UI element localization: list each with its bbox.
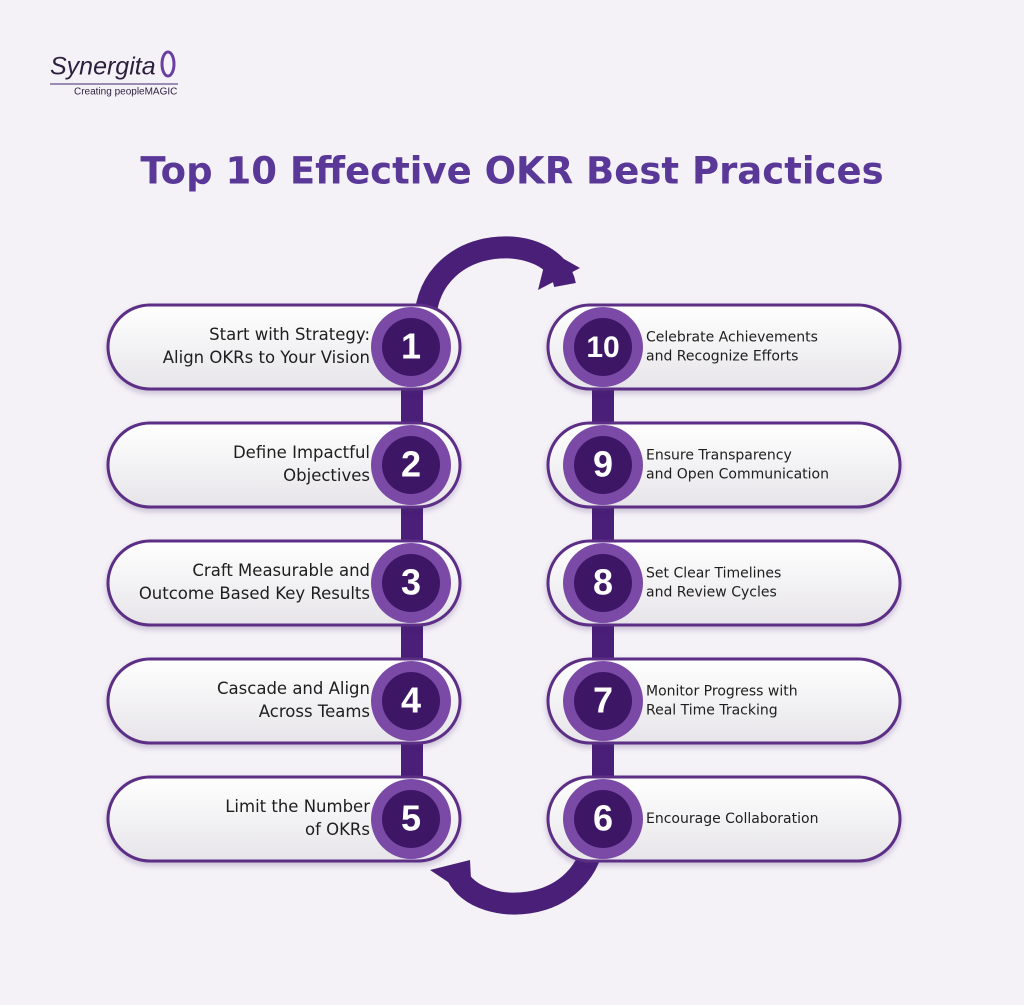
label-line: Across Teams bbox=[259, 702, 370, 721]
pill bbox=[106, 421, 462, 509]
label-line: and Open Communication bbox=[646, 467, 829, 483]
number: 1 bbox=[401, 326, 421, 367]
label-line: Align OKRs to Your Vision bbox=[163, 348, 370, 367]
practice-item: 5 Limit the Number of OKRs bbox=[106, 775, 462, 863]
number-badge bbox=[382, 554, 440, 612]
number: 9 bbox=[593, 444, 613, 485]
logo-name: Synergita bbox=[50, 53, 156, 81]
number-badge bbox=[574, 672, 632, 730]
number: 2 bbox=[401, 444, 421, 485]
label-line: Monitor Progress with bbox=[646, 684, 798, 700]
pill bbox=[106, 539, 462, 627]
number: 4 bbox=[401, 680, 421, 721]
label-line: Set Clear Timelines bbox=[646, 566, 781, 582]
practice-item: 1 Start with Strategy: Align OKRs to Your … bbox=[106, 303, 462, 391]
label-line: of OKRs bbox=[305, 820, 370, 839]
number-badge bbox=[574, 790, 632, 848]
logo: Synergita Creating peopleMAGIC bbox=[50, 50, 178, 98]
label-line: Encourage Collaboration bbox=[646, 811, 818, 827]
number-badge bbox=[382, 672, 440, 730]
number-badge bbox=[574, 436, 632, 494]
number: 10 bbox=[586, 331, 619, 364]
practice-item: 3 Craft Measurable and Outcome Based Key R… bbox=[106, 539, 462, 627]
label-line: Limit the Number bbox=[225, 797, 370, 816]
number: 3 bbox=[401, 562, 421, 603]
label-line: Define Impactful bbox=[233, 443, 370, 462]
logo-tagline: Creating peopleMAGIC bbox=[74, 87, 177, 98]
practice-item: 9 Ensure Transparency and Open Communicati… bbox=[546, 421, 902, 509]
title: Top 10 Effective OKR Best Practices bbox=[140, 150, 883, 193]
number: 5 bbox=[401, 798, 421, 839]
number-badge bbox=[382, 436, 440, 494]
number: 8 bbox=[593, 562, 613, 603]
label-line: Celebrate Achievements bbox=[646, 330, 818, 346]
label-line: Real Time Tracking bbox=[646, 703, 778, 719]
pill bbox=[106, 657, 462, 745]
bottom-arrow bbox=[430, 860, 472, 898]
label-line: Cascade and Align bbox=[217, 679, 370, 698]
number-badge bbox=[382, 790, 440, 848]
number-badge bbox=[574, 554, 632, 612]
practice-item: 6 Encourage Collaboration bbox=[546, 775, 902, 863]
label-line: and Review Cycles bbox=[646, 585, 777, 601]
logo-icon bbox=[160, 50, 176, 78]
practice-item: 10 Celebrate Achievements and Recognize Ef… bbox=[546, 303, 902, 391]
label-line: Outcome Based Key Results bbox=[139, 584, 370, 603]
number: 7 bbox=[593, 680, 613, 721]
label-line: Craft Measurable and bbox=[192, 561, 370, 580]
practice-item: 4 Cascade and Align Across Teams bbox=[106, 657, 462, 745]
practice-item: 7 Monitor Progress with Real Time Tracking bbox=[546, 657, 902, 745]
practice-item: 2 Define Impactful Objectives bbox=[106, 421, 462, 509]
practice-item: 8 Set Clear Timelines and Review Cycles bbox=[546, 539, 902, 627]
pill bbox=[106, 775, 462, 863]
number: 6 bbox=[593, 798, 613, 839]
label-line: Ensure Transparency bbox=[646, 448, 792, 464]
pill bbox=[106, 303, 462, 391]
label-line: Start with Strategy: bbox=[209, 325, 370, 344]
top-arrow bbox=[538, 250, 580, 290]
label-line: Objectives bbox=[283, 466, 370, 485]
items: 1 Start with Strategy: Align OKRs to Your … bbox=[106, 303, 902, 863]
number-badge bbox=[382, 318, 440, 376]
number-badge bbox=[574, 318, 632, 376]
label-line: and Recognize Efforts bbox=[646, 349, 798, 365]
